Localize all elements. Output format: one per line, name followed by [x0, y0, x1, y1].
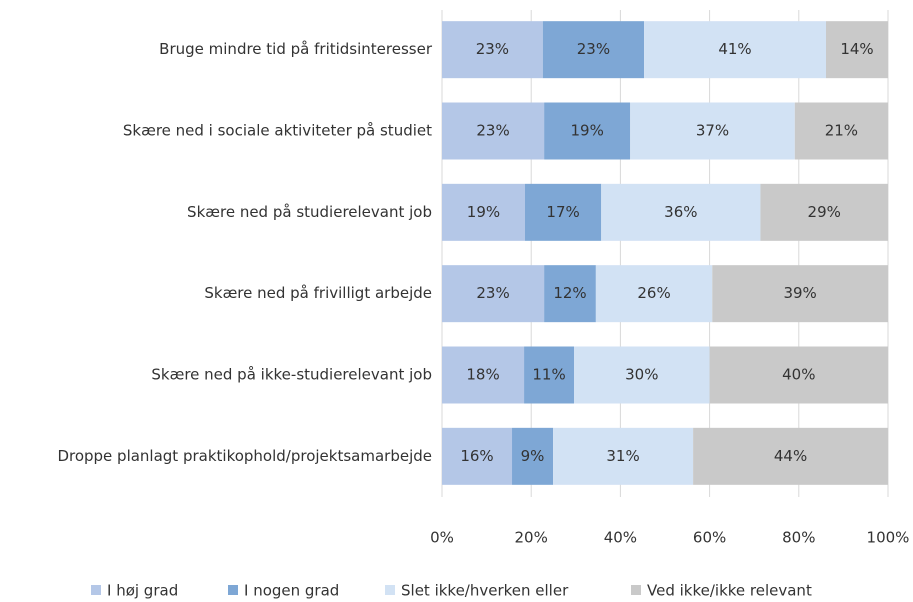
bar-segment: [794, 102, 888, 160]
data-label: 9%: [521, 447, 545, 465]
category-label: Skære ned på studierelevant job: [187, 203, 432, 221]
data-label: 12%: [553, 284, 586, 302]
category-label: Skære ned på frivilligt arbejde: [204, 284, 432, 302]
bar-segment: [442, 21, 543, 79]
legend-swatch: [385, 585, 395, 595]
data-label: 40%: [782, 366, 815, 384]
bar-segment: [760, 183, 888, 241]
bar-segment: [542, 21, 645, 79]
legend-label: Slet ikke/hverken eller: [401, 582, 569, 600]
bar-segment: [512, 427, 554, 485]
bar-segment: [644, 21, 827, 79]
data-label: 23%: [476, 122, 509, 140]
data-label: 36%: [664, 203, 697, 221]
bar-segment: [442, 265, 545, 323]
x-tick-label: 20%: [515, 529, 548, 547]
bar-segment: [544, 102, 631, 160]
legend-swatch: [228, 585, 238, 595]
bar-segment: [442, 183, 525, 241]
category-label: Skære ned i sociale aktiviteter på studi…: [123, 122, 432, 140]
data-label: 16%: [460, 447, 493, 465]
data-label: 41%: [718, 40, 751, 58]
data-label: 44%: [774, 447, 807, 465]
bar-segment: [553, 427, 694, 485]
data-label: 21%: [825, 122, 858, 140]
x-tick-label: 100%: [867, 529, 910, 547]
legend-label: Ved ikke/ikke relevant: [647, 582, 812, 600]
x-tick-label: 0%: [430, 529, 454, 547]
bar-segment: [442, 427, 513, 485]
data-label: 23%: [476, 40, 509, 58]
legend-label: I høj grad: [107, 582, 178, 600]
data-label: 19%: [571, 122, 604, 140]
bar-segment: [693, 427, 888, 485]
bar-segment: [595, 265, 713, 323]
bar-segment: [442, 102, 545, 160]
legend-swatch: [91, 585, 101, 595]
bar-segment: [524, 183, 602, 241]
x-tick-label: 40%: [604, 529, 637, 547]
bar-segment: [630, 102, 795, 160]
category-label: Skære ned på ikke-studierelevant job: [151, 366, 432, 384]
bar-segment: [574, 346, 710, 404]
legend-label: I nogen grad: [244, 582, 339, 600]
bar-segment: [601, 183, 761, 241]
data-label: 29%: [808, 203, 841, 221]
bar-segment: [712, 265, 888, 323]
data-label: 39%: [783, 284, 816, 302]
data-label: 11%: [532, 366, 565, 384]
bar-segment: [524, 346, 575, 404]
bar-segment: [442, 346, 525, 404]
legend-swatch: [631, 585, 641, 595]
data-label: 30%: [625, 366, 658, 384]
x-tick-label: 60%: [693, 529, 726, 547]
data-label: 37%: [696, 122, 729, 140]
bar-segment: [544, 265, 596, 323]
x-tick-label: 80%: [782, 529, 815, 547]
data-label: 31%: [606, 447, 639, 465]
bar-segment: [826, 21, 888, 79]
category-label: Bruge mindre tid på fritidsinteresser: [159, 40, 433, 58]
data-label: 19%: [467, 203, 500, 221]
data-label: 14%: [840, 40, 873, 58]
data-label: 23%: [577, 40, 610, 58]
category-label: Droppe planlagt praktikophold/projektsam…: [57, 447, 432, 465]
data-label: 23%: [476, 284, 509, 302]
data-label: 26%: [637, 284, 670, 302]
data-label: 17%: [546, 203, 579, 221]
data-label: 18%: [466, 366, 499, 384]
bar-segment: [709, 346, 888, 404]
